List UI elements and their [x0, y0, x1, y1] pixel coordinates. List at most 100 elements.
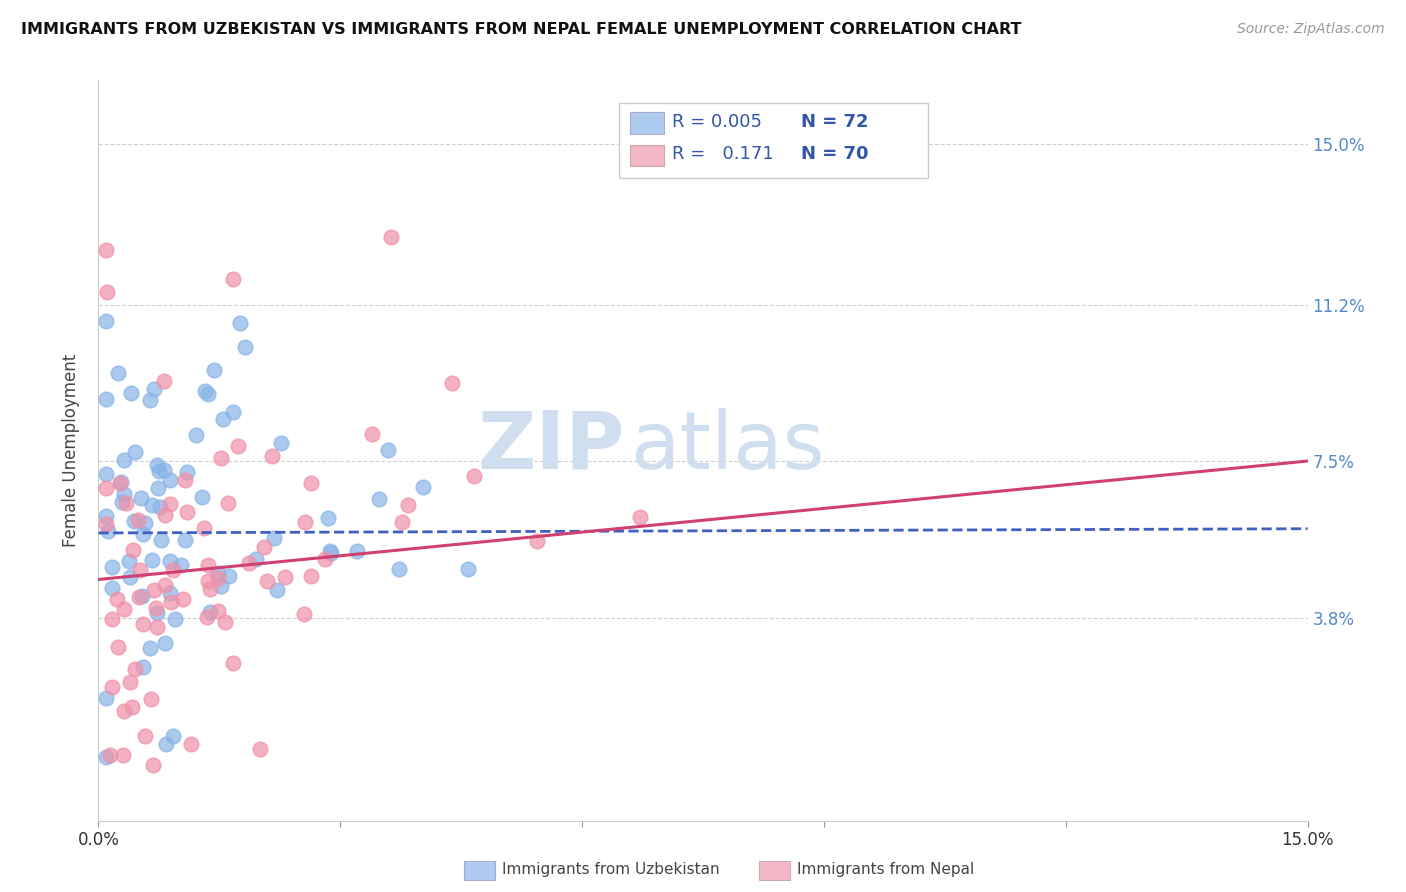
- Point: [176, 504, 198, 518]
- Point: [121, 542, 143, 557]
- Point: [96, 285, 118, 299]
- Point: [209, 579, 232, 593]
- Text: N = 72: N = 72: [801, 113, 869, 131]
- Point: [107, 366, 129, 380]
- Point: [294, 516, 316, 530]
- Text: IMMIGRANTS FROM UZBEKISTAN VS IMMIGRANTS FROM NEPAL FEMALE UNEMPLOYMENT CORRELAT: IMMIGRANTS FROM UZBEKISTAN VS IMMIGRANTS…: [21, 22, 1022, 37]
- Point: [110, 475, 132, 489]
- Point: [132, 527, 155, 541]
- Point: [526, 534, 548, 549]
- Point: [207, 604, 229, 618]
- Point: [143, 382, 166, 396]
- Text: atlas: atlas: [630, 408, 825, 486]
- Point: [146, 481, 169, 495]
- Point: [145, 458, 167, 472]
- Point: [112, 487, 135, 501]
- Point: [245, 552, 267, 566]
- Point: [139, 640, 162, 655]
- Text: Immigrants from Nepal: Immigrants from Nepal: [797, 863, 974, 877]
- Point: [111, 495, 134, 509]
- Point: [96, 481, 118, 495]
- Point: [149, 500, 172, 514]
- Point: [152, 463, 174, 477]
- Point: [319, 546, 342, 560]
- Point: [128, 563, 150, 577]
- Point: [160, 595, 183, 609]
- Point: [200, 582, 222, 596]
- Point: [118, 570, 141, 584]
- Point: [256, 574, 278, 588]
- Point: [270, 436, 292, 450]
- Point: [112, 704, 135, 718]
- Point: [96, 691, 118, 706]
- Point: [377, 442, 399, 457]
- Point: [124, 662, 146, 676]
- Point: [98, 748, 121, 763]
- Point: [97, 524, 120, 538]
- Text: R =   0.171: R = 0.171: [672, 145, 773, 163]
- Point: [143, 582, 166, 597]
- Point: [148, 464, 170, 478]
- Point: [153, 374, 176, 388]
- Point: [197, 386, 219, 401]
- Point: [96, 314, 118, 328]
- Point: [96, 516, 118, 531]
- Point: [107, 592, 129, 607]
- Point: [174, 473, 197, 487]
- Point: [176, 465, 198, 479]
- Point: [115, 496, 138, 510]
- Point: [218, 568, 240, 582]
- Point: [396, 498, 419, 512]
- Point: [217, 496, 239, 510]
- Point: [346, 544, 368, 558]
- Point: [266, 583, 288, 598]
- Point: [128, 590, 150, 604]
- Point: [197, 574, 219, 588]
- Point: [141, 553, 163, 567]
- Point: [124, 445, 146, 459]
- Point: [141, 498, 163, 512]
- Point: [159, 554, 181, 568]
- Point: [249, 741, 271, 756]
- Point: [360, 427, 382, 442]
- Point: [221, 405, 243, 419]
- Point: [159, 473, 181, 487]
- Point: [202, 363, 225, 377]
- Point: [314, 552, 336, 566]
- Point: [112, 602, 135, 616]
- Point: [141, 758, 163, 772]
- Point: [96, 467, 118, 481]
- Point: [184, 427, 207, 442]
- Point: [197, 558, 219, 573]
- Point: [214, 615, 236, 630]
- Point: [141, 692, 163, 706]
- Point: [463, 468, 485, 483]
- Point: [134, 729, 156, 743]
- Point: [207, 571, 229, 585]
- Point: [368, 492, 391, 507]
- Point: [195, 610, 218, 624]
- Point: [222, 272, 245, 286]
- Point: [198, 605, 221, 619]
- Point: [108, 475, 131, 490]
- Point: [153, 508, 176, 522]
- Point: [180, 738, 202, 752]
- Point: [169, 558, 191, 572]
- Point: [211, 411, 233, 425]
- Point: [252, 540, 274, 554]
- Point: [263, 531, 285, 545]
- Point: [628, 510, 651, 524]
- Point: [96, 392, 118, 406]
- Point: [121, 699, 143, 714]
- Point: [238, 556, 260, 570]
- Point: [260, 449, 283, 463]
- Point: [159, 586, 181, 600]
- Point: [101, 559, 124, 574]
- Point: [96, 243, 118, 257]
- Point: [172, 592, 194, 607]
- Point: [145, 620, 167, 634]
- Point: [159, 497, 181, 511]
- Text: ZIP: ZIP: [477, 408, 624, 486]
- Point: [96, 508, 118, 523]
- Point: [127, 513, 149, 527]
